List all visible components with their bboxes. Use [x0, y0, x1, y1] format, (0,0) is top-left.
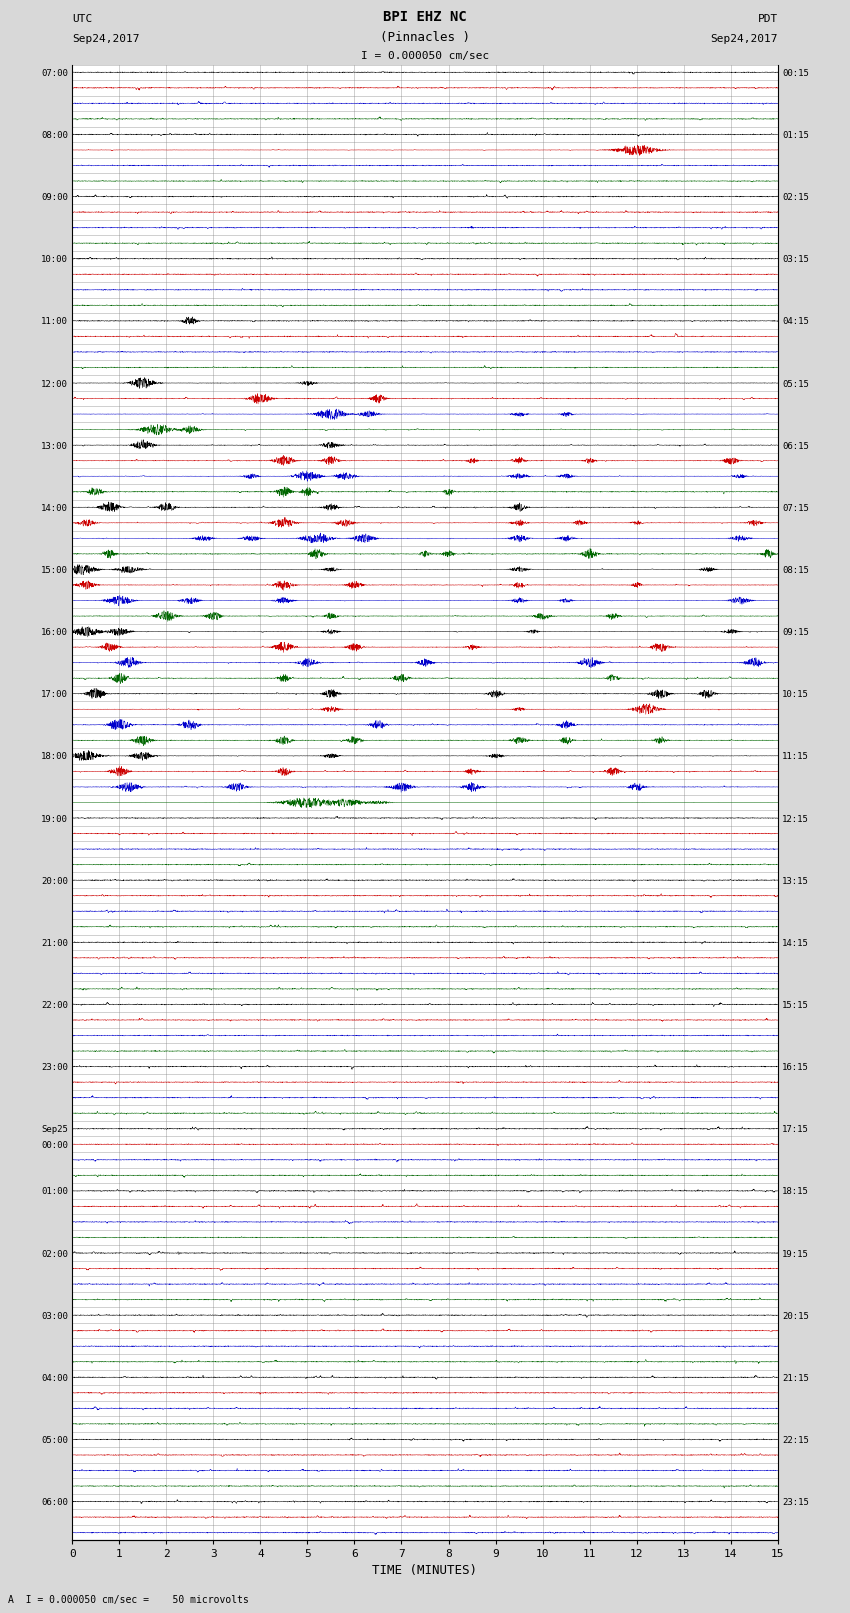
Text: UTC: UTC — [72, 15, 93, 24]
Text: BPI EHZ NC: BPI EHZ NC — [383, 10, 467, 24]
Text: I = 0.000050 cm/sec: I = 0.000050 cm/sec — [361, 52, 489, 61]
Text: PDT: PDT — [757, 15, 778, 24]
Text: A  I = 0.000050 cm/sec =    50 microvolts: A I = 0.000050 cm/sec = 50 microvolts — [8, 1595, 249, 1605]
Text: Sep24,2017: Sep24,2017 — [72, 34, 139, 44]
Text: (Pinnacles ): (Pinnacles ) — [380, 31, 470, 44]
X-axis label: TIME (MINUTES): TIME (MINUTES) — [372, 1563, 478, 1576]
Text: Sep24,2017: Sep24,2017 — [711, 34, 778, 44]
